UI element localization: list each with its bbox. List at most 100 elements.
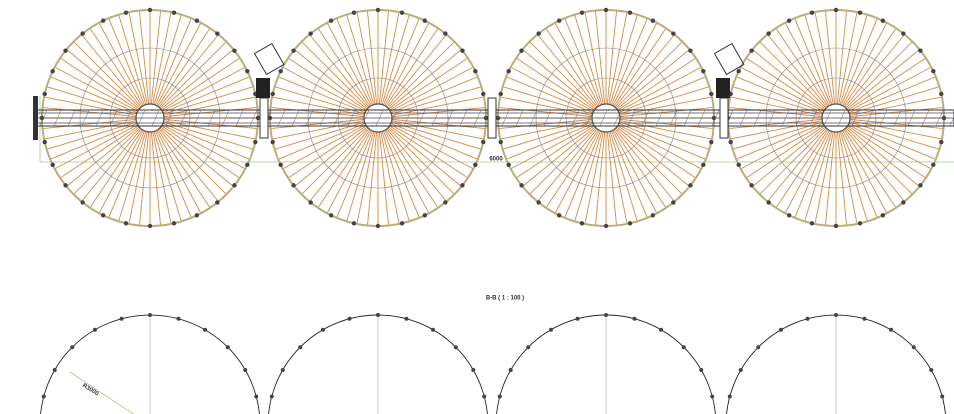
spoke bbox=[81, 34, 142, 108]
rim-node bbox=[50, 68, 55, 74]
spoke bbox=[382, 130, 420, 218]
spoke bbox=[138, 10, 150, 105]
arch-node bbox=[404, 316, 409, 321]
truss bbox=[333, 109, 342, 127]
rim-node bbox=[579, 221, 585, 226]
truss bbox=[81, 109, 90, 127]
spoke bbox=[814, 11, 834, 105]
arch-node bbox=[482, 394, 487, 399]
truss bbox=[571, 109, 580, 127]
spoke bbox=[608, 11, 628, 105]
spoke bbox=[317, 27, 371, 107]
rim-node bbox=[701, 162, 706, 168]
rim-node bbox=[728, 139, 733, 145]
spoke bbox=[89, 27, 143, 107]
rim-node bbox=[749, 48, 754, 53]
spoke bbox=[614, 128, 675, 202]
spoke bbox=[381, 131, 410, 222]
spoke bbox=[613, 129, 667, 209]
arch-node bbox=[471, 368, 476, 372]
spoke bbox=[752, 126, 826, 187]
spoke bbox=[814, 131, 834, 225]
spoke bbox=[108, 18, 146, 106]
spoke bbox=[728, 106, 823, 118]
spoke bbox=[615, 41, 683, 109]
spoke bbox=[616, 126, 690, 187]
rim-node bbox=[749, 183, 754, 188]
truss bbox=[95, 109, 104, 127]
arch-node bbox=[497, 394, 502, 399]
spoke bbox=[50, 76, 138, 114]
spoke bbox=[162, 66, 246, 112]
spoke bbox=[385, 27, 439, 107]
spoke bbox=[154, 130, 192, 218]
rim-node bbox=[63, 183, 68, 188]
rim-node bbox=[100, 18, 106, 23]
rim-node bbox=[481, 91, 486, 97]
rim-node bbox=[215, 200, 220, 205]
spoke bbox=[388, 49, 462, 110]
spoke bbox=[98, 130, 144, 214]
spoke bbox=[391, 106, 486, 118]
truss bbox=[137, 109, 146, 127]
spoke bbox=[498, 118, 593, 130]
truss bbox=[599, 109, 608, 127]
spoke bbox=[849, 118, 944, 130]
truss bbox=[445, 109, 454, 127]
truss bbox=[207, 109, 216, 127]
spoke bbox=[162, 124, 246, 170]
spoke bbox=[847, 57, 927, 111]
spoke bbox=[163, 86, 254, 115]
truss bbox=[935, 109, 944, 127]
spoke bbox=[287, 57, 367, 111]
arch-node bbox=[453, 345, 458, 350]
arch-node bbox=[834, 313, 838, 317]
truss bbox=[795, 109, 804, 127]
spoke bbox=[545, 129, 599, 209]
spoke bbox=[609, 131, 638, 222]
spoke bbox=[506, 122, 594, 160]
spoke bbox=[574, 131, 603, 222]
spoke bbox=[619, 120, 713, 140]
spoke bbox=[271, 96, 365, 116]
spoke bbox=[775, 27, 829, 107]
arch-node bbox=[93, 327, 97, 332]
spoke bbox=[153, 131, 182, 222]
spoke bbox=[301, 127, 369, 195]
arch-node bbox=[52, 368, 57, 372]
spoke bbox=[270, 106, 365, 118]
truss bbox=[403, 109, 412, 127]
spoke bbox=[515, 57, 595, 111]
spoke bbox=[294, 126, 368, 187]
rim-node bbox=[579, 10, 585, 15]
spoke bbox=[617, 125, 697, 179]
spoke bbox=[537, 34, 598, 108]
spoke bbox=[510, 124, 594, 170]
spoke bbox=[282, 124, 366, 170]
spoke bbox=[378, 10, 390, 105]
spoke bbox=[619, 121, 710, 150]
spoke bbox=[163, 96, 257, 116]
spoke bbox=[73, 127, 141, 195]
arch-node bbox=[604, 313, 608, 317]
spoke bbox=[386, 128, 447, 202]
rim-node bbox=[171, 221, 177, 226]
spoke bbox=[98, 22, 144, 106]
spoke bbox=[612, 130, 658, 214]
truss bbox=[683, 109, 692, 127]
spoke bbox=[614, 34, 675, 108]
spoke bbox=[594, 131, 606, 226]
truss bbox=[655, 109, 664, 127]
spoke bbox=[150, 131, 162, 226]
rim-node bbox=[786, 18, 792, 23]
motor bbox=[716, 78, 730, 98]
rim-node bbox=[556, 18, 562, 23]
truss bbox=[669, 109, 678, 127]
arch-node bbox=[508, 368, 513, 372]
spoke bbox=[616, 49, 690, 110]
rim-node bbox=[123, 221, 129, 226]
rim-node bbox=[42, 139, 47, 145]
spoke bbox=[784, 130, 830, 214]
truss bbox=[347, 109, 356, 127]
rim-node bbox=[603, 223, 609, 229]
